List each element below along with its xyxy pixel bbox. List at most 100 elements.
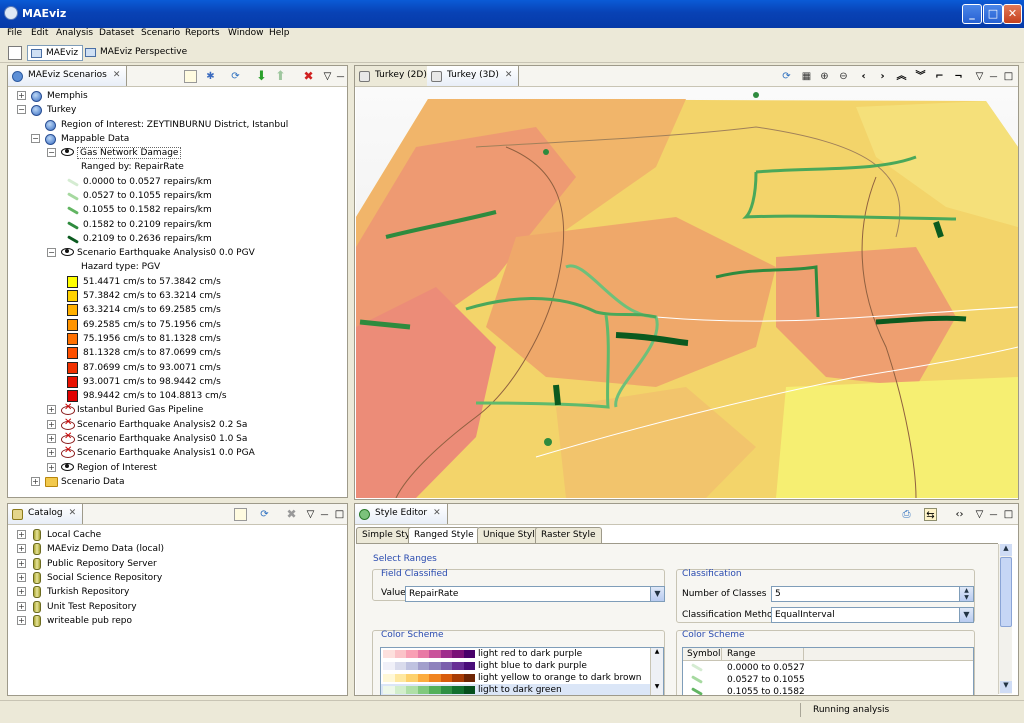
expand-icon[interactable]: +: [17, 615, 26, 625]
eye-hidden-icon[interactable]: [61, 445, 75, 459]
catalog-item[interactable]: + Unit Test Repository: [9, 600, 346, 614]
color-scheme-option[interactable]: light to dark green: [381, 684, 651, 695]
maximize-view-icon[interactable]: □: [1003, 71, 1014, 82]
new-scenario-icon[interactable]: [184, 70, 197, 83]
view-menu-icon[interactable]: ▽: [323, 71, 332, 82]
tree-item[interactable]: 98.9442 cm/s to 104.8813 cm/s: [9, 389, 346, 403]
tree-item[interactable]: 69.2585 cm/s to 75.1956 cm/s: [9, 318, 346, 332]
menu-dataset[interactable]: Dataset: [99, 28, 135, 38]
delete-icon[interactable]: ✖: [286, 507, 297, 521]
scroll-down-icon[interactable]: ▼: [1000, 681, 1012, 693]
tilt-down-icon[interactable]: ︾: [915, 71, 926, 82]
tree-item[interactable]: 75.1956 cm/s to 81.1328 cm/s: [9, 332, 346, 346]
tree-item[interactable]: + Istanbul Buried Gas Pipeline: [9, 402, 346, 417]
pan-right-icon[interactable]: ›: [880, 71, 885, 82]
rotate-right-icon[interactable]: ¬: [954, 71, 963, 82]
tree-item[interactable]: + Scenario Earthquake Analysis2 0.2 Sa: [9, 417, 346, 432]
catalog-item[interactable]: + writeable pub repo: [9, 614, 346, 628]
tree-item[interactable]: Ranged by: RepairRate: [9, 160, 346, 174]
map-3d-canvas[interactable]: [356, 87, 1019, 499]
expand-icon[interactable]: +: [31, 476, 40, 486]
maximize-button[interactable]: □: [983, 4, 1003, 24]
tree-item[interactable]: + Scenario Earthquake Analysis1 0.0 PGA: [9, 445, 346, 460]
eye-icon[interactable]: [61, 148, 74, 157]
color-scheme-option[interactable]: light red to dark purple: [381, 648, 651, 660]
catalog-item[interactable]: + Social Science Repository: [9, 571, 346, 585]
eye-hidden-icon[interactable]: [61, 417, 75, 430]
tree-item[interactable]: 0.0000 to 0.0527 repairs/km: [9, 175, 346, 189]
tree-item[interactable]: 0.1055 to 0.1582 repairs/km: [9, 203, 346, 217]
open-perspective-icon[interactable]: [8, 46, 22, 60]
tree-item[interactable]: 0.0527 to 0.1055 repairs/km: [9, 189, 346, 203]
menu-help[interactable]: Help: [269, 28, 290, 38]
minimize-view-icon[interactable]: —: [989, 72, 998, 81]
minimize-view-icon[interactable]: —: [320, 510, 329, 519]
close-button[interactable]: ✕: [1003, 4, 1022, 24]
refresh-icon[interactable]: ⟳: [260, 509, 269, 520]
map-3d-view[interactable]: [356, 87, 1019, 499]
tree-item[interactable]: 57.3842 cm/s to 63.3214 cm/s: [9, 289, 346, 303]
refresh-icon[interactable]: ⟳: [782, 71, 791, 82]
tree-item[interactable]: 63.3214 cm/s to 69.2585 cm/s: [9, 303, 346, 317]
expand-icon[interactable]: +: [17, 601, 26, 611]
tree-item[interactable]: + Region of Interest: [9, 461, 346, 475]
tab-catalog[interactable]: Catalog ✕: [8, 504, 84, 524]
code-view-icon[interactable]: ‹›: [955, 509, 964, 520]
menu-reports[interactable]: Reports: [185, 28, 220, 38]
tree-item[interactable]: 81.1328 cm/s to 87.0699 cm/s: [9, 346, 346, 360]
chevron-down-icon[interactable]: ▼: [959, 608, 973, 622]
tree-item[interactable]: 0.1582 to 0.2109 repairs/km: [9, 218, 346, 232]
tree-item[interactable]: Hazard type: PGV: [9, 260, 346, 274]
catalog-item[interactable]: + Public Repository Server: [9, 557, 346, 571]
expand-icon[interactable]: +: [17, 587, 26, 597]
expand-icon[interactable]: +: [17, 572, 26, 582]
minimize-view-icon[interactable]: —: [989, 510, 998, 519]
tree-item[interactable]: − Scenario Earthquake Analysis0 0.0 PGV: [9, 246, 346, 260]
classification-method-select[interactable]: EqualInterval ▼: [771, 607, 974, 623]
close-tab-icon[interactable]: ✕: [112, 70, 121, 80]
scroll-thumb[interactable]: [1000, 557, 1012, 627]
pan-left-icon[interactable]: ‹: [861, 71, 866, 82]
minimize-view-icon[interactable]: —: [336, 72, 345, 81]
expand-icon[interactable]: +: [47, 448, 56, 458]
perspective-maeviz[interactable]: MAEviz: [27, 45, 84, 61]
chevron-down-icon[interactable]: ▼: [650, 587, 664, 601]
tree-item[interactable]: − Turkey: [9, 103, 346, 117]
zoom-in-icon[interactable]: ⊕: [820, 71, 829, 82]
menu-analysis[interactable]: Analysis: [56, 28, 94, 38]
collapse-icon[interactable]: −: [47, 148, 56, 158]
expand-icon[interactable]: +: [47, 433, 56, 443]
collapse-icon[interactable]: −: [47, 248, 56, 258]
vertical-scrollbar[interactable]: ▲ ▼: [998, 544, 1012, 694]
expand-icon[interactable]: +: [17, 558, 26, 568]
tab-style-editor[interactable]: Style Editor ✕: [355, 504, 448, 524]
tab-turkey-2d[interactable]: Turkey (2D): [355, 66, 434, 86]
apply-style-icon[interactable]: ⎙: [902, 509, 911, 520]
tab-turkey-3d[interactable]: Turkey (3D) ✕: [427, 66, 520, 86]
tree-item[interactable]: + Scenario Data: [9, 475, 346, 489]
number-of-classes-spinner[interactable]: 5 ▲ ▼: [771, 586, 974, 602]
range-row[interactable]: 0.0527 to 0.1055: [683, 674, 973, 686]
title-bar[interactable]: MAEviz _ □ ✕: [0, 0, 1024, 28]
tree-item[interactable]: 87.0699 cm/s to 93.0071 cm/s: [9, 361, 346, 375]
tree-item[interactable]: 0.2109 to 0.2636 repairs/km: [9, 232, 346, 246]
menu-scenario[interactable]: Scenario: [141, 28, 181, 38]
tree-item[interactable]: 93.0071 cm/s to 98.9442 cm/s: [9, 375, 346, 389]
tab-maeviz-scenarios[interactable]: MAEviz Scenarios ✕: [8, 66, 128, 86]
new-repository-icon[interactable]: [234, 508, 247, 521]
tree-item[interactable]: + Scenario Earthquake Analysis0 1.0 Sa: [9, 431, 346, 446]
color-scheme-option[interactable]: light blue to dark purple: [381, 660, 651, 672]
subtab-ranged-style[interactable]: Ranged Style: [408, 527, 480, 543]
column-symbol[interactable]: Symbol: [687, 649, 721, 659]
grid-icon[interactable]: ▦: [801, 71, 812, 82]
eye-hidden-icon[interactable]: [61, 431, 75, 444]
expand-icon[interactable]: +: [17, 530, 26, 539]
gear-icon[interactable]: ✱: [206, 71, 215, 82]
scroll-up-icon[interactable]: ▲: [654, 648, 660, 655]
subtab-raster-style[interactable]: Raster Style: [535, 527, 602, 543]
refresh-icon[interactable]: ⟳: [231, 71, 240, 82]
scroll-down-icon[interactable]: ▼: [654, 683, 660, 690]
close-tab-icon[interactable]: ✕: [68, 508, 77, 518]
expand-icon[interactable]: +: [17, 91, 26, 100]
link-style-icon[interactable]: ⇆: [924, 508, 937, 521]
